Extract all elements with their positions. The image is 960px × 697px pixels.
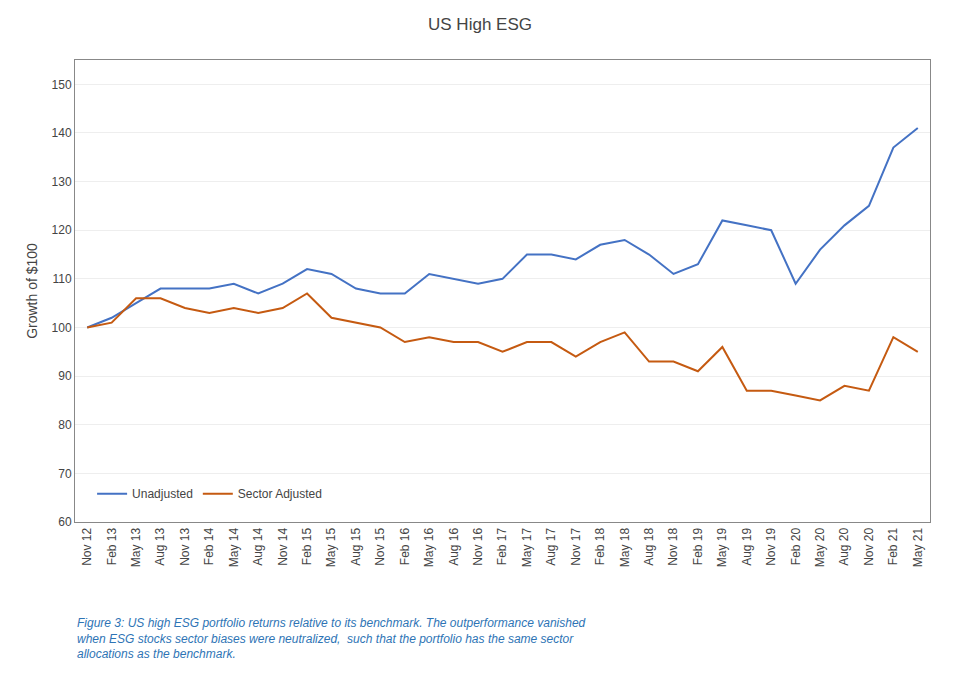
- svg-text:May 16: May 16: [422, 527, 436, 567]
- svg-text:US High ESG: US High ESG: [428, 15, 532, 34]
- svg-text:Nov 12: Nov 12: [80, 527, 94, 565]
- svg-text:100: 100: [52, 321, 72, 335]
- svg-text:Aug 16: Aug 16: [447, 527, 461, 565]
- svg-text:Aug 18: Aug 18: [642, 527, 656, 565]
- svg-text:Sector Adjusted: Sector Adjusted: [238, 487, 322, 501]
- svg-text:Aug 17: Aug 17: [544, 527, 558, 565]
- svg-text:Feb 13: Feb 13: [105, 527, 119, 565]
- svg-text:Aug 20: Aug 20: [837, 527, 851, 565]
- svg-text:Nov 16: Nov 16: [471, 527, 485, 565]
- svg-text:Nov 15: Nov 15: [373, 527, 387, 565]
- svg-text:60: 60: [58, 515, 72, 529]
- svg-text:130: 130: [52, 175, 72, 189]
- svg-text:Nov 20: Nov 20: [862, 527, 876, 565]
- svg-text:Feb 16: Feb 16: [398, 527, 412, 565]
- svg-text:Nov 19: Nov 19: [764, 527, 778, 565]
- svg-text:Feb 21: Feb 21: [886, 527, 900, 565]
- svg-text:Nov 18: Nov 18: [666, 527, 680, 565]
- svg-text:Feb 17: Feb 17: [495, 527, 509, 565]
- svg-text:Aug 14: Aug 14: [251, 527, 265, 565]
- svg-text:Feb 20: Feb 20: [789, 527, 803, 565]
- svg-text:150: 150: [52, 78, 72, 92]
- svg-text:80: 80: [58, 418, 72, 432]
- svg-text:90: 90: [58, 369, 72, 383]
- svg-text:110: 110: [52, 272, 71, 286]
- svg-text:May 14: May 14: [227, 527, 241, 567]
- svg-text:Growth of $100: Growth of $100: [24, 243, 40, 339]
- svg-text:Feb 19: Feb 19: [691, 527, 705, 565]
- svg-text:Feb 15: Feb 15: [300, 527, 314, 565]
- svg-text:May 13: May 13: [129, 527, 143, 567]
- svg-text:Feb 14: Feb 14: [202, 527, 216, 565]
- svg-text:Unadjusted: Unadjusted: [132, 487, 193, 501]
- svg-text:70: 70: [58, 467, 72, 481]
- svg-text:Nov 17: Nov 17: [569, 527, 583, 565]
- svg-text:Figure 3: US high ESG portfoli: Figure 3: US high ESG portfolio returns …: [77, 616, 586, 661]
- svg-text:May 18: May 18: [618, 527, 632, 567]
- svg-text:Aug 13: Aug 13: [153, 527, 167, 565]
- svg-text:Feb 18: Feb 18: [593, 527, 607, 565]
- svg-text:120: 120: [52, 223, 72, 237]
- svg-text:May 21: May 21: [911, 527, 925, 567]
- svg-text:May 19: May 19: [715, 527, 729, 567]
- svg-text:May 15: May 15: [324, 527, 338, 567]
- svg-text:Nov 13: Nov 13: [178, 527, 192, 565]
- svg-text:May 17: May 17: [520, 527, 534, 567]
- svg-text:Aug 15: Aug 15: [349, 527, 363, 565]
- svg-text:May 20: May 20: [813, 527, 827, 567]
- svg-text:Nov 14: Nov 14: [276, 527, 290, 565]
- svg-text:140: 140: [52, 126, 72, 140]
- svg-text:Aug 19: Aug 19: [740, 527, 754, 565]
